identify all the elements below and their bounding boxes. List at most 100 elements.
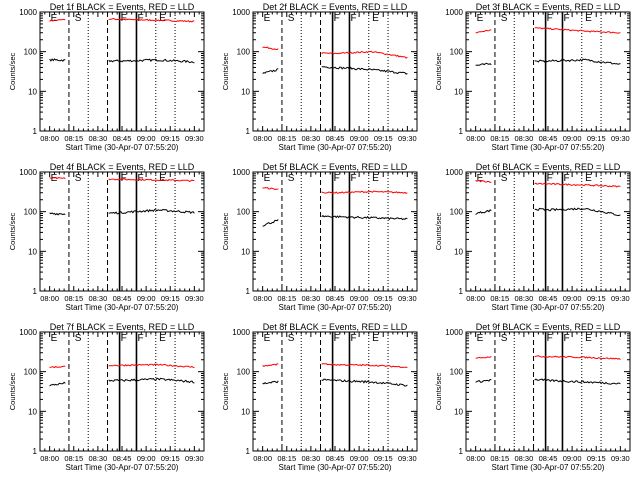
x-axis-label: Start Time (30-Apr-07 07:55:20): [492, 143, 605, 152]
marker-letter: E: [159, 333, 166, 344]
y-axis-label: Counts/sec: [221, 52, 230, 90]
x-tick-label: 08:15: [277, 134, 296, 143]
x-tick-label: 09:15: [374, 294, 393, 303]
y-tick-label: 10: [241, 407, 250, 416]
x-axis-label: Start Time (30-Apr-07 07:55:20): [66, 463, 179, 472]
x-tick-label: 08:30: [88, 294, 107, 303]
chart-title: Det 5f BLACK = Events, RED = LLD: [263, 162, 408, 172]
x-tick-label: 09:00: [350, 134, 369, 143]
marker-letter: F: [547, 13, 553, 24]
series-line-events: [475, 207, 621, 217]
y-tick-label: 1000: [445, 8, 463, 17]
marker-letter: S: [288, 333, 295, 344]
y-tick-label: 10: [454, 87, 463, 96]
marker-letter: F: [334, 333, 340, 344]
y-tick-label: 10: [241, 87, 250, 96]
marker-letter: E: [51, 333, 58, 344]
series-line-lld: [475, 355, 621, 360]
x-tick-label: 08:00: [40, 294, 59, 303]
x-axis-label: Start Time (30-Apr-07 07:55:20): [492, 463, 605, 472]
y-tick-label: 1: [33, 287, 38, 296]
marker-letter: F: [547, 333, 553, 344]
chart-title: Det 7f BLACK = Events, RED = LLD: [50, 322, 195, 332]
x-tick-label: 08:15: [490, 294, 509, 303]
y-tick-label: 1: [459, 287, 464, 296]
x-tick-label: 09:15: [587, 454, 606, 463]
marker-letter: E: [585, 333, 592, 344]
y-tick-label: 100: [450, 208, 464, 217]
x-tick-label: 09:15: [587, 294, 606, 303]
x-tick-label: 08:45: [326, 134, 345, 143]
marker-letter: S: [501, 333, 508, 344]
series-line-lld: [49, 17, 195, 23]
x-tick-label: 08:45: [539, 454, 558, 463]
x-tick-label: 08:45: [539, 134, 558, 143]
series-line-lld: [475, 27, 621, 34]
chart-title: Det 9f BLACK = Events, RED = LLD: [476, 322, 621, 332]
chart-title: Det 6f BLACK = Events, RED = LLD: [476, 162, 621, 172]
x-tick-label: 08:30: [301, 454, 320, 463]
series-line-events: [262, 378, 408, 387]
x-tick-label: 08:30: [301, 134, 320, 143]
marker-letter: F: [350, 333, 356, 344]
y-tick-label: 100: [24, 208, 38, 217]
chart-title: Det 1f BLACK = Events, RED = LLD: [50, 2, 195, 12]
x-tick-label: 08:15: [490, 134, 509, 143]
y-tick-label: 1000: [19, 168, 37, 177]
marker-letter: E: [477, 333, 484, 344]
y-tick-label: 1000: [232, 328, 250, 337]
y-tick-label: 1000: [232, 8, 250, 17]
marker-letter: E: [264, 13, 271, 24]
x-tick-label: 08:15: [277, 294, 296, 303]
series-line-events: [262, 214, 408, 227]
marker-letter: S: [288, 13, 295, 24]
y-tick-label: 1: [33, 127, 38, 136]
x-tick-label: 08:45: [326, 294, 345, 303]
x-tick-label: 09:00: [137, 294, 156, 303]
series-line-events: [475, 378, 621, 385]
x-tick-label: 09:30: [611, 134, 630, 143]
series-line-events: [475, 58, 621, 66]
x-tick-label: 09:15: [161, 294, 180, 303]
marker-letter: E: [477, 13, 484, 24]
x-tick-label: 09:15: [161, 454, 180, 463]
x-tick-label: 08:30: [301, 294, 320, 303]
y-tick-label: 100: [24, 368, 38, 377]
x-tick-label: 08:45: [113, 454, 132, 463]
x-axis-label: Start Time (30-Apr-07 07:55:20): [279, 463, 392, 472]
y-tick-label: 10: [241, 247, 250, 256]
marker-letter: F: [563, 333, 569, 344]
marker-letter: E: [159, 13, 166, 24]
y-tick-label: 100: [450, 48, 464, 57]
y-axis-label: Counts/sec: [434, 52, 443, 90]
x-tick-label: 09:30: [611, 294, 630, 303]
x-tick-label: 08:30: [514, 134, 533, 143]
series-line-lld: [262, 46, 408, 59]
x-tick-label: 09:30: [398, 454, 417, 463]
series-line-lld: [262, 363, 408, 369]
series-line-events: [49, 58, 195, 64]
x-tick-label: 08:15: [277, 454, 296, 463]
marker-letter: E: [264, 333, 271, 344]
marker-letter: S: [75, 173, 82, 184]
x-tick-label: 09:15: [161, 134, 180, 143]
y-tick-label: 1: [33, 447, 38, 456]
y-axis-label: Counts/sec: [8, 372, 17, 410]
marker-letter: F: [350, 13, 356, 24]
x-tick-label: 09:30: [398, 294, 417, 303]
x-tick-label: 08:45: [539, 294, 558, 303]
x-tick-label: 08:00: [466, 454, 485, 463]
marker-letter: E: [585, 173, 592, 184]
y-axis-label: Counts/sec: [8, 52, 17, 90]
chart-title: Det 2f BLACK = Events, RED = LLD: [263, 2, 408, 12]
x-tick-label: 09:00: [350, 294, 369, 303]
marker-letter: F: [137, 13, 143, 24]
x-tick-label: 09:15: [374, 134, 393, 143]
x-tick-label: 08:00: [40, 454, 59, 463]
marker-letter: E: [372, 13, 379, 24]
y-tick-label: 1000: [19, 328, 37, 337]
